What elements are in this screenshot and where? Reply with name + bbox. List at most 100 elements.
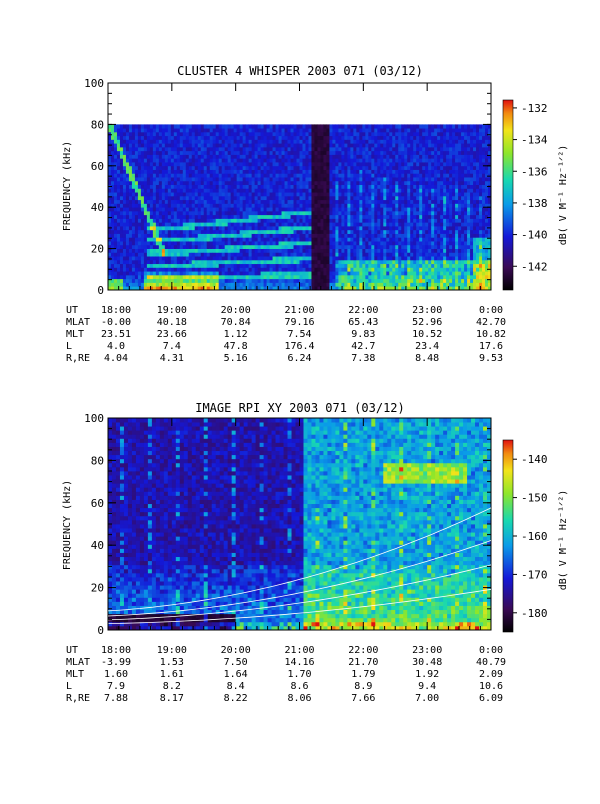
ephemeris-value: 79.16 [284,317,314,328]
ephemeris-value: 10.82 [476,329,506,340]
colorbar: -140 -150 -160 -170 -180 dB( V M⁻¹ Hz⁻¹ᐟ²) [503,440,569,632]
colorbar-tick-label: -160 [521,530,548,543]
ephemeris-row-label: MLAT [66,317,90,328]
ephemeris-value: 9.83 [351,329,375,340]
colorbar: -132 -134 -136 -138 -140 -142 dB( V M⁻¹ Hz⁻¹ᐟ… [503,100,569,290]
y-tick-label: 0 [97,624,104,637]
ephemeris-value: 1.12 [224,329,248,340]
ephemeris-value: 1.53 [160,657,184,668]
ephemeris-value: 8.06 [287,693,311,704]
y-tick-label: 0 [97,284,104,297]
ephemeris-value: 20:00 [221,305,251,316]
ephemeris-value: 23:00 [412,645,442,656]
ephemeris-value: 1.60 [104,669,128,680]
ephemeris-value: 5.16 [224,353,248,364]
ephemeris-row-label: R,RE [66,693,90,704]
ephemeris-value: 21.70 [348,657,378,668]
ephemeris-value: 18:00 [101,645,131,656]
ephemeris-value: 1.64 [224,669,248,680]
ephemeris-value: 9.4 [418,681,436,692]
ephemeris-value: 17.6 [479,341,503,352]
ephemeris-row-label: MLT [66,329,84,340]
ephemeris-value: 20:00 [221,645,251,656]
colorbar-label: dB( V M⁻¹ Hz⁻¹ᐟ²) [558,145,569,246]
ephemeris-value: 8.2 [163,681,181,692]
ephemeris-value: -0.00 [101,317,131,328]
colorbar-tick-label: -140 [521,453,548,466]
ephemeris-value: 7.9 [107,681,125,692]
ephemeris-value: 40.79 [476,657,506,668]
ephemeris-value: 7.50 [224,657,248,668]
ephemeris-value: 8.4 [227,681,245,692]
ephemeris-value: 8.17 [160,693,184,704]
ephemeris-value: 1.79 [351,669,375,680]
ephemeris-value: 21:00 [284,645,314,656]
colorbar-tick-label: -180 [521,607,548,620]
colorbar-tick-label: -134 [521,134,548,147]
ephemeris-value: 22:00 [348,305,378,316]
ephemeris-value: 7.66 [351,693,375,704]
colorbar-tick-label: -170 [521,568,548,581]
y-axis-label: FREQUENCY (kHz) [62,141,73,231]
ephemeris-value: 8.9 [354,681,372,692]
chart-title: IMAGE RPI XY 2003 071 (03/12) [195,401,405,415]
y-tick-label: 80 [91,454,104,467]
ephemeris-value: 6.24 [287,353,311,364]
colorbar-tick-label: -150 [521,492,548,505]
ephemeris-value: 9.53 [479,353,503,364]
ephemeris-row-label: L [66,341,72,352]
y-axis-label: FREQUENCY (kHz) [62,480,73,570]
colorbar-tick-label: -136 [521,165,548,178]
ephemeris-value: 23.66 [157,329,187,340]
ephemeris-value: 0:00 [479,645,503,656]
ephemeris-value: 30.48 [412,657,442,668]
ephemeris-value: 2.09 [479,669,503,680]
ephemeris-value: -3.99 [101,657,131,668]
colorbar-label: dB( V M⁻¹ Hz⁻¹ᐟ²) [558,490,569,591]
colorbar-tick-label: -132 [521,102,548,115]
ephemeris-value: 19:00 [157,305,187,316]
colorbar-ticks: -140 -150 -160 -170 -180 [513,453,548,620]
ephemeris-value: 40.18 [157,317,187,328]
ephemeris-value: 65.43 [348,317,378,328]
y-tick-label: 20 [91,243,104,256]
ephemeris-value: 1.70 [287,669,311,680]
ephemeris-value: 7.4 [163,341,181,352]
ephemeris-row-label: R,RE [66,353,90,364]
y-tick-label: 20 [91,582,104,595]
ephemeris-value: 42.70 [476,317,506,328]
ephemeris-value: 23:00 [412,305,442,316]
ephemeris-value: 4.31 [160,353,184,364]
ephemeris-row-label: MLT [66,669,84,680]
ephemeris-value: 52.96 [412,317,442,328]
ephemeris-value: 10.52 [412,329,442,340]
colorbar-tick-label: -140 [521,229,548,242]
ephemeris-value: 8.6 [290,681,308,692]
colorbar-tick-label: -138 [521,197,548,210]
y-tick-label: 60 [91,160,104,173]
ephemeris-value: 47.8 [224,341,248,352]
ephemeris-value: 6.09 [479,693,503,704]
ephemeris-value: 7.00 [415,693,439,704]
rpi-panel: IMAGE RPI XY 2003 071 (03/12) 0204060801… [62,401,569,704]
colorbar-ticks: -132 -134 -136 -138 -140 -142 [513,102,548,273]
ephemeris-row-label: MLAT [66,657,90,668]
ephemeris-value: 7.54 [287,329,311,340]
ephemeris-row-label: UT [66,645,78,656]
spectrogram-image [108,124,491,290]
ephemeris-value: 4.04 [104,353,128,364]
y-tick-label: 60 [91,497,104,510]
ephemeris-value: 1.92 [415,669,439,680]
y-tick-label: 100 [84,412,104,425]
colorbar-scale [503,440,513,632]
colorbar-tick-label: -142 [521,260,548,273]
ephemeris-value: 176.4 [284,341,314,352]
ephemeris-value: 70.84 [221,317,251,328]
ephemeris-row-label: L [66,681,72,692]
y-tick-label: 40 [91,201,104,214]
chart-title: CLUSTER 4 WHISPER 2003 071 (03/12) [177,64,423,78]
ephemeris-value: 10.6 [479,681,503,692]
